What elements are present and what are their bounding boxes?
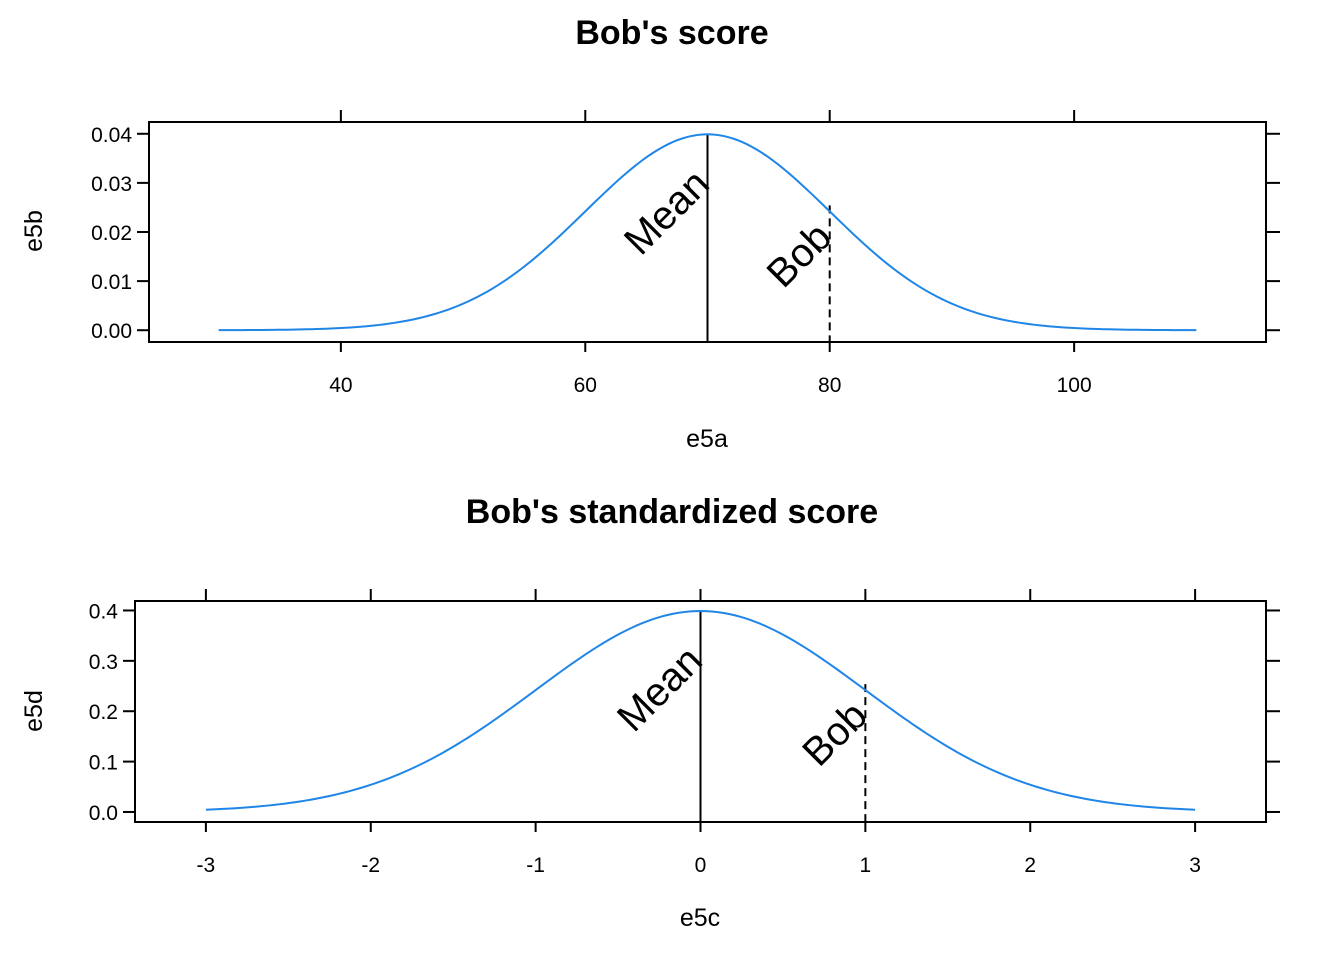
y-tick-label: 0.04 xyxy=(91,124,132,147)
x-tick-label: -2 xyxy=(361,854,380,877)
x-tick-label: 0 xyxy=(695,854,707,877)
x-tick-label: -1 xyxy=(526,854,545,877)
y-tick-label: 0.0 xyxy=(89,802,118,825)
reference-lines: Mean Bob xyxy=(616,134,840,342)
panel-bobs-score: Bob's score 40 60 80 100 0.000.010.020.030.… xyxy=(20,14,1280,453)
chart-title: Bob's standardized score xyxy=(466,493,878,531)
x-tick-label: 60 xyxy=(574,374,597,397)
y-axis-ticks: 0.0 0.1 0.2 0.3 0.4 xyxy=(89,600,1280,825)
density-curve xyxy=(218,133,1197,332)
bob-annotation: Bob xyxy=(794,693,875,774)
x-tick-label: 1 xyxy=(860,854,872,877)
y-axis-label: e5d xyxy=(20,690,48,732)
y-tick-label: 0.2 xyxy=(89,701,118,724)
x-tick-label: -3 xyxy=(197,854,216,877)
x-axis-label: e5c xyxy=(680,904,720,932)
chart-title: Bob's score xyxy=(575,14,768,52)
density-curve xyxy=(205,609,1196,811)
x-tick-label: 100 xyxy=(1057,374,1092,397)
x-axis-ticks: -3 -2 -1 0 1 2 3 xyxy=(197,589,1201,877)
y-tick-label: 0.01 xyxy=(91,271,132,294)
y-tick-label: 0.3 xyxy=(89,651,118,674)
x-tick-label: 3 xyxy=(1189,854,1201,877)
mean-annotation: Mean xyxy=(616,162,718,264)
y-tick-label: 0.00 xyxy=(91,320,132,343)
y-tick-label: 0.02 xyxy=(91,222,132,245)
y-tick-label: 0.1 xyxy=(89,752,118,775)
reference-lines: Mean Bob xyxy=(609,611,876,822)
y-axis-ticks: 0.00 0.01 0.02 0.03 0.04 xyxy=(91,124,1280,343)
panel-bobs-standardized-score: Bob's standardized score -3 -2 -1 0 1 2 3 0.00… xyxy=(20,493,1280,932)
x-tick-label: 40 xyxy=(329,374,352,397)
x-axis-ticks: 40 60 80 100 xyxy=(329,110,1092,397)
x-tick-label: 2 xyxy=(1024,854,1036,877)
x-tick-label: 80 xyxy=(818,374,841,397)
mean-annotation: Mean xyxy=(609,638,711,740)
y-tick-label: 0.4 xyxy=(89,600,119,623)
y-axis-label: e5b xyxy=(20,210,48,252)
x-axis-label: e5a xyxy=(686,425,728,453)
y-tick-label: 0.03 xyxy=(91,173,132,196)
bob-annotation: Bob xyxy=(759,215,840,296)
